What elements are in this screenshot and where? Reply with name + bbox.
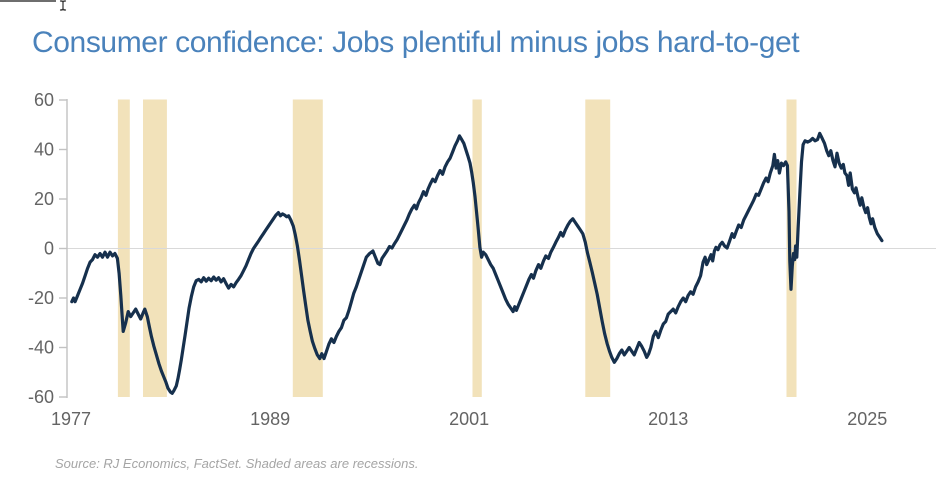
x-tick-label: 1977 bbox=[51, 409, 91, 429]
y-tick-label: 60 bbox=[34, 90, 54, 110]
x-tick-label: 1989 bbox=[250, 409, 290, 429]
y-tick-label: -40 bbox=[28, 338, 54, 358]
source-note: Source: RJ Economics, FactSet. Shaded ar… bbox=[55, 456, 419, 471]
confidence-series-line bbox=[70, 131, 884, 395]
text-cursor-icon bbox=[59, 0, 67, 11]
y-tick-label: 20 bbox=[34, 189, 54, 209]
x-tick-label: 2013 bbox=[648, 409, 688, 429]
y-tick-label: -20 bbox=[28, 288, 54, 308]
window-edge-line bbox=[0, 0, 56, 2]
y-tick-label: 0 bbox=[44, 239, 54, 259]
y-tick-label: 40 bbox=[34, 140, 54, 160]
x-tick-label: 2025 bbox=[847, 409, 887, 429]
chart-title: Consumer confidence: Jobs plentiful minu… bbox=[32, 26, 800, 59]
y-tick-label: -60 bbox=[28, 387, 54, 407]
x-tick-label: 2001 bbox=[449, 409, 489, 429]
